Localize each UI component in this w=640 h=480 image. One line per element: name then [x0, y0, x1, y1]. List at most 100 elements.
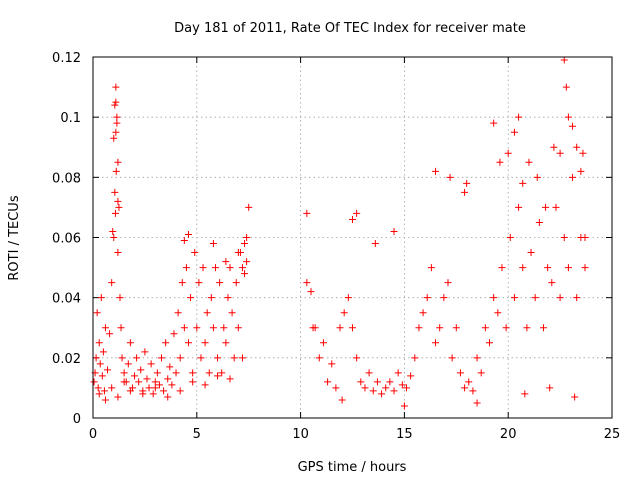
data-point [203, 309, 211, 317]
x-tick-label: 15 [396, 427, 413, 442]
data-point [550, 143, 558, 151]
data-point [498, 264, 506, 272]
data-point [373, 378, 381, 386]
data-point [581, 234, 589, 241]
data-point [149, 390, 157, 398]
data-point [477, 369, 485, 377]
data-point [126, 339, 134, 347]
data-point [473, 399, 481, 407]
data-point [199, 264, 207, 272]
data-point [581, 264, 589, 272]
data-point [245, 203, 253, 211]
data-point [569, 122, 577, 130]
data-point [315, 354, 323, 362]
data-point [371, 240, 379, 248]
data-point [164, 375, 172, 383]
data-point [158, 354, 166, 362]
data-point [226, 375, 234, 383]
data-point [510, 128, 518, 136]
data-point [90, 378, 98, 386]
data-point [527, 249, 535, 257]
data-point [324, 378, 332, 386]
data-point [214, 372, 222, 380]
data-point [106, 330, 114, 338]
data-point [220, 324, 228, 332]
data-point [141, 348, 149, 356]
data-point [469, 387, 477, 395]
data-point [303, 279, 311, 287]
data-point [234, 324, 242, 332]
data-point [436, 324, 444, 332]
data-point [390, 387, 398, 395]
data-point [241, 270, 249, 278]
data-point [340, 309, 348, 317]
data-point [519, 179, 527, 187]
data-point [440, 294, 448, 302]
data-point [548, 279, 556, 287]
data-points [90, 56, 589, 410]
data-point [218, 369, 226, 377]
data-point [243, 258, 251, 266]
data-point [205, 369, 213, 377]
grid-lines [93, 57, 612, 418]
data-point [113, 119, 121, 127]
data-point [465, 378, 473, 386]
data-point [189, 369, 197, 377]
data-point [390, 227, 398, 235]
data-point [241, 240, 249, 248]
data-point [112, 128, 120, 136]
data-point [407, 372, 415, 380]
data-point [170, 330, 178, 338]
data-point [336, 324, 344, 332]
data-point [135, 378, 143, 386]
data-point [187, 294, 195, 302]
data-point [222, 258, 230, 266]
data-point [92, 354, 100, 362]
data-point [542, 203, 550, 211]
data-point [361, 384, 369, 392]
data-point [137, 366, 145, 374]
data-point [112, 167, 120, 175]
data-point [473, 354, 481, 362]
data-point [573, 294, 581, 302]
data-point [120, 378, 128, 386]
data-point [116, 294, 124, 302]
data-point [446, 173, 454, 181]
data-point [427, 264, 435, 272]
x-tick-label: 0 [89, 427, 97, 442]
data-point [201, 339, 209, 347]
data-point [95, 339, 103, 347]
data-point [193, 324, 201, 332]
data-point [303, 209, 311, 217]
data-point [230, 354, 238, 362]
data-point [112, 83, 120, 91]
data-point [176, 387, 184, 395]
data-point [556, 149, 564, 157]
data-point [432, 167, 440, 175]
data-point [108, 384, 116, 392]
data-point [124, 360, 132, 368]
data-point [97, 294, 105, 302]
plot-frame [92, 56, 613, 419]
data-point [494, 309, 502, 317]
x-tick-label: 20 [500, 427, 517, 442]
data-point [452, 324, 460, 332]
y-tick-label: 0.06 [52, 232, 81, 247]
data-point [328, 360, 336, 368]
data-point [569, 173, 577, 181]
data-point [98, 372, 106, 380]
data-point [176, 354, 184, 362]
data-point [228, 309, 236, 317]
data-point [496, 158, 504, 166]
y-tick-label: 0.02 [52, 352, 81, 367]
data-point [309, 324, 317, 332]
data-point [109, 227, 117, 235]
data-point [118, 354, 126, 362]
data-point [133, 354, 141, 362]
data-point [519, 264, 527, 272]
data-point [577, 167, 585, 175]
data-point [448, 354, 456, 362]
data-point [164, 393, 172, 401]
data-point [126, 387, 134, 395]
data-point [168, 381, 176, 389]
